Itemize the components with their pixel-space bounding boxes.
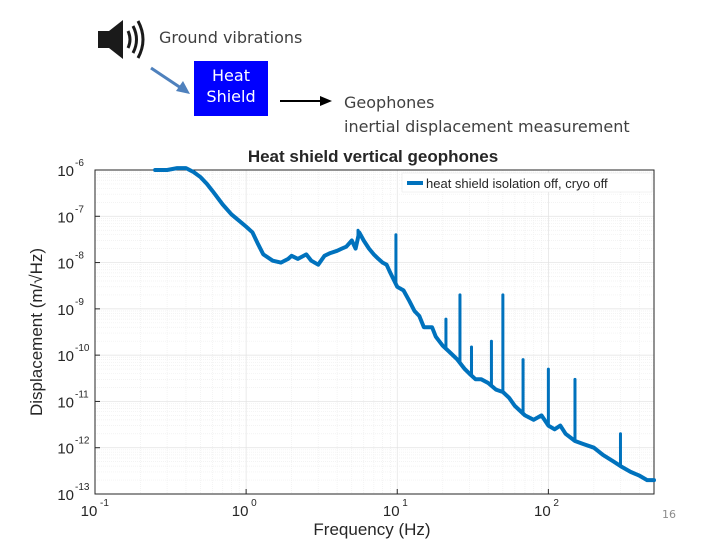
x-axis-label: Frequency (Hz) bbox=[313, 520, 430, 539]
y-tick-label: 10 bbox=[57, 163, 74, 180]
shield-line-1: Heat bbox=[212, 66, 250, 85]
chart-grid bbox=[94, 169, 655, 495]
chart-title: Heat shield vertical geophones bbox=[248, 147, 498, 166]
y-tick-label: 10 bbox=[57, 209, 74, 226]
x-tick-exponent: -1 bbox=[100, 498, 109, 509]
y-tick-exponent: -6 bbox=[75, 158, 84, 169]
y-tick-exponent: -13 bbox=[75, 482, 90, 493]
y-tick-label: 10 bbox=[57, 487, 74, 504]
y-tick-label: 10 bbox=[57, 441, 74, 458]
y-tick-exponent: -11 bbox=[75, 389, 89, 400]
vibration-arrow bbox=[150, 66, 190, 94]
x-tick-exponent: 0 bbox=[251, 498, 257, 509]
legend: heat shield isolation off, cryo off bbox=[401, 172, 653, 193]
legend-label: heat shield isolation off, cryo off bbox=[426, 176, 608, 191]
y-tick-exponent: -10 bbox=[75, 343, 90, 354]
y-tick-label: 10 bbox=[57, 348, 74, 365]
x-tick-exponent: 1 bbox=[402, 498, 408, 509]
ground-vibrations-label: Ground vibrations bbox=[159, 28, 303, 47]
y-tick-label: 10 bbox=[57, 256, 74, 273]
heat-shield-box: Heat Shield bbox=[194, 61, 268, 116]
geophones-label: Geophones bbox=[344, 93, 435, 112]
geophones-description: inertial displacement measurement bbox=[344, 117, 630, 136]
y-tick-exponent: -12 bbox=[75, 436, 90, 447]
x-tick-label: 10 bbox=[383, 503, 400, 520]
page-number: 16 bbox=[662, 508, 676, 521]
y-tick-label: 10 bbox=[57, 394, 74, 411]
y-tick-exponent: -7 bbox=[75, 204, 84, 215]
y-tick-label: 10 bbox=[57, 302, 74, 319]
x-axis-ticks: 10 -1 10 0 10 1 10 2 bbox=[81, 489, 559, 520]
speaker-icon bbox=[98, 20, 145, 59]
series-group bbox=[153, 166, 656, 483]
x-tick-label: 10 bbox=[534, 503, 551, 520]
y-axis-label: Displacement (m/√Hz) bbox=[27, 248, 46, 416]
x-tick-exponent: 2 bbox=[553, 498, 559, 509]
series-line bbox=[153, 166, 656, 483]
x-tick-label: 10 bbox=[81, 503, 98, 520]
plot-frame bbox=[94, 169, 655, 495]
legend-box bbox=[401, 172, 653, 193]
measurement-arrow bbox=[280, 96, 332, 106]
shield-line-2: Shield bbox=[206, 87, 256, 106]
y-tick-exponent: -9 bbox=[75, 297, 84, 308]
x-tick-label: 10 bbox=[232, 503, 249, 520]
y-tick-exponent: -8 bbox=[75, 251, 84, 262]
